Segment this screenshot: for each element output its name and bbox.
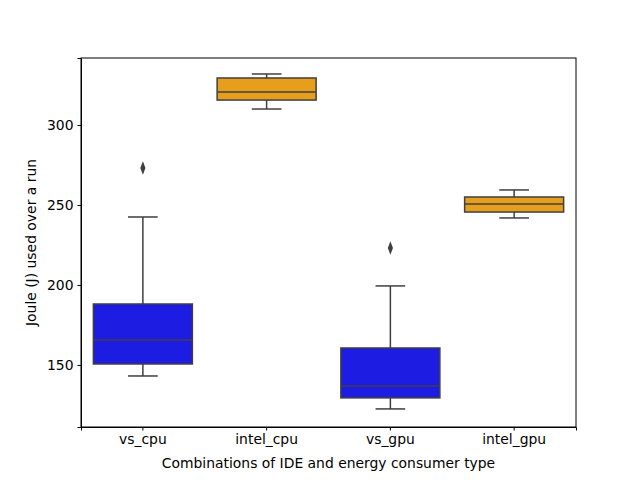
median — [341, 385, 440, 387]
x-tick: vs_cpu — [119, 427, 167, 447]
y-tick: 200 — [47, 277, 81, 293]
box-group — [217, 74, 316, 109]
box-group — [465, 190, 564, 218]
x-axis: vs_cpu intel_cpu vs_gpu intel_gpu — [82, 427, 577, 447]
x-axis-title: Combinations of IDE and energy consumer … — [162, 455, 495, 471]
chart: 150 200 250 300 vs_cpu intel_cpu vs_gpu intel_g… — [0, 0, 640, 480]
cap-low — [128, 375, 158, 377]
boxes — [93, 74, 563, 409]
box — [465, 197, 564, 212]
median — [217, 91, 316, 93]
cap-low — [499, 217, 529, 219]
y-tick-mark — [78, 125, 82, 126]
cap-low — [376, 408, 406, 410]
cap-high — [376, 285, 406, 287]
y-tick: 150 — [47, 357, 81, 373]
cap-high — [252, 73, 282, 75]
x-tick-label: intel_cpu — [235, 431, 298, 447]
box-group — [93, 161, 192, 376]
x-tick-mark — [266, 427, 267, 431]
x-tick-mark — [142, 427, 143, 431]
whisker-low — [266, 100, 268, 109]
x-tick-label: vs_cpu — [119, 431, 167, 447]
y-tick-mark — [78, 365, 82, 366]
x-tick: intel_cpu — [235, 427, 298, 447]
cap-high — [499, 189, 529, 191]
y-tick-label: 250 — [47, 197, 74, 213]
whisker-low — [513, 212, 515, 218]
y-axis: 150 200 250 300 — [47, 59, 82, 428]
plot-frame — [81, 58, 576, 427]
cap-low — [252, 108, 282, 110]
y-tick-mark — [78, 205, 82, 206]
x-tick-mark — [390, 427, 391, 431]
y-tick: 250 — [47, 197, 81, 213]
x-axis-line — [82, 428, 577, 431]
x-tick: intel_gpu — [482, 427, 546, 447]
box — [341, 348, 440, 398]
x-tick-mark — [514, 427, 515, 431]
whisker-high — [513, 190, 515, 197]
cap-high — [128, 216, 158, 218]
y-tick-label: 300 — [47, 117, 74, 133]
y-tick-label: 150 — [47, 357, 74, 373]
y-tick-mark — [78, 285, 82, 286]
box — [93, 304, 192, 364]
box — [217, 78, 316, 100]
whisker-high — [390, 286, 392, 348]
y-tick-label: 200 — [47, 277, 74, 293]
whisker-low — [142, 364, 144, 376]
whisker-low — [390, 398, 392, 409]
outlier — [388, 241, 393, 255]
x-tick: vs_gpu — [366, 427, 415, 447]
box-group — [341, 241, 440, 409]
x-tick-label: vs_gpu — [366, 431, 415, 447]
x-tick-label: intel_gpu — [482, 431, 546, 447]
outlier — [140, 161, 145, 175]
median — [93, 339, 192, 341]
y-axis-title: Joule (J) used over a run — [23, 159, 39, 327]
plot-area: 150 200 250 300 vs_cpu intel_cpu vs_gpu intel_g… — [47, 58, 577, 447]
y-tick: 300 — [47, 117, 81, 133]
whisker-high — [142, 217, 144, 304]
median — [465, 203, 564, 205]
